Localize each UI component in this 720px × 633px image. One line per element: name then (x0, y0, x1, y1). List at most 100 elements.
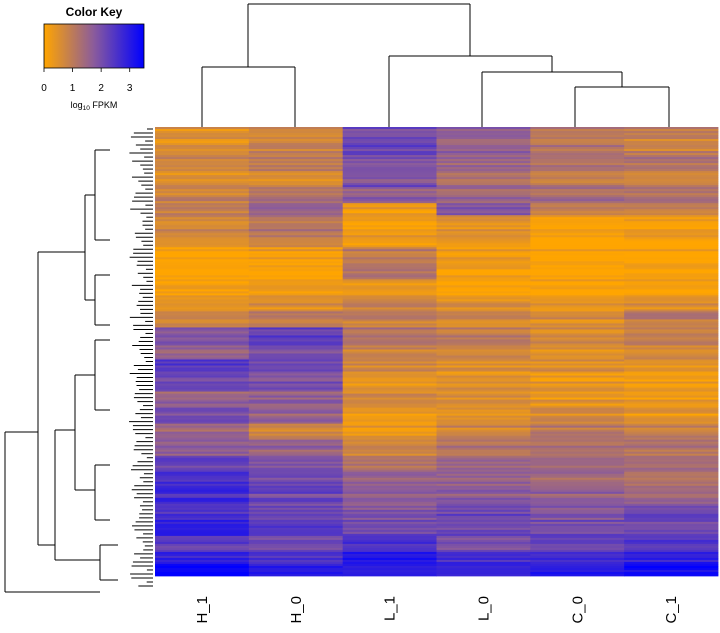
heatmap-cell (530, 551, 625, 555)
heatmap-cell (248, 453, 344, 457)
heatmap-cell (530, 349, 625, 352)
heatmap-cell (155, 317, 250, 320)
heatmap-cell (342, 237, 437, 240)
heatmap-cell (530, 287, 625, 290)
heatmap-cell (530, 475, 625, 479)
heatmap-cell (248, 231, 344, 234)
heatmap-cell (248, 459, 344, 463)
heatmap-cell (342, 351, 437, 354)
heatmap-cell (248, 267, 344, 270)
heatmap-cell (436, 381, 531, 384)
heatmap-cell (155, 499, 250, 503)
heatmap-cell (530, 421, 625, 425)
heatmap-cell (342, 521, 437, 525)
heatmap-cell (436, 163, 531, 166)
heatmap-cell (248, 277, 344, 280)
heatmap-cell (436, 147, 531, 150)
heatmap-cell (248, 293, 344, 296)
heatmap-cell (436, 283, 531, 286)
heatmap-cell (248, 301, 344, 304)
heatmap-cell (530, 321, 625, 324)
heatmap-cell (248, 263, 344, 266)
heatmap-cell (342, 531, 437, 535)
heatmap-cell (342, 161, 437, 164)
heatmap-cell (624, 429, 719, 433)
heatmap-cell (155, 237, 250, 240)
heatmap-cell (530, 257, 625, 260)
heatmap-cell (624, 137, 719, 140)
heatmap-cell (436, 277, 531, 280)
heatmap-cell (155, 177, 250, 180)
heatmap-cell (248, 435, 344, 439)
heatmap-cell (342, 451, 437, 455)
heatmap-cell (530, 443, 625, 447)
heatmap-cell (624, 361, 719, 364)
heatmap-cell (155, 559, 250, 563)
heatmap-cell (530, 463, 625, 467)
heatmap-cell (342, 459, 437, 463)
heatmap-cell (342, 363, 437, 366)
heatmap-cell (248, 325, 344, 328)
heatmap-cell (624, 525, 719, 529)
heatmap-cell (624, 291, 719, 294)
heatmap-cell (342, 345, 437, 348)
heatmap-cell (342, 411, 437, 415)
heatmap-cell (530, 201, 625, 204)
heatmap-cell (436, 539, 531, 543)
heatmap-cell (155, 573, 250, 577)
heatmap-cell (155, 347, 250, 350)
heatmap-cell (342, 185, 437, 188)
heatmap-cell (248, 527, 344, 531)
heatmap-cell (530, 301, 625, 304)
heatmap-cell (155, 373, 250, 376)
heatmap-cell (436, 335, 531, 338)
heatmap-cell (436, 415, 531, 419)
heatmap-cell (624, 557, 719, 561)
heatmap-cell (624, 513, 719, 517)
heatmap-cell (155, 359, 250, 362)
heatmap-cell (342, 565, 437, 569)
heatmap-cell (624, 505, 719, 509)
heatmap-cell (248, 391, 344, 394)
heatmap-cell (530, 299, 625, 302)
heatmap-cell (530, 423, 625, 427)
heatmap-cell (530, 271, 625, 274)
heatmap-cell (342, 227, 437, 230)
heatmap-cell (342, 537, 437, 541)
heatmap-cell (342, 503, 437, 507)
heatmap-cell (624, 263, 719, 266)
heatmap-cell (248, 495, 344, 499)
heatmap-cell (155, 333, 250, 336)
heatmap-cell (436, 339, 531, 342)
heatmap-cell (530, 449, 625, 453)
heatmap-cell (248, 499, 344, 503)
heatmap-cell (155, 467, 250, 471)
heatmap-cell (155, 481, 250, 485)
heatmap-cell (155, 487, 250, 491)
heatmap-cell (624, 235, 719, 238)
heatmap-cell (248, 365, 344, 368)
heatmap-cell (155, 393, 250, 396)
heatmap-cell (155, 297, 250, 300)
heatmap-cell (155, 285, 250, 288)
heatmap-cell (342, 251, 437, 254)
heatmap-cell (155, 533, 250, 537)
heatmap-cell (342, 145, 437, 148)
heatmap-cell (624, 297, 719, 300)
heatmap-cell (436, 177, 531, 180)
heatmap-cell (436, 321, 531, 324)
heatmap-cell (342, 305, 437, 308)
heatmap-cell (155, 241, 250, 244)
heatmap-cell (155, 247, 250, 250)
heatmap-cell (624, 207, 719, 210)
heatmap-cell (436, 313, 531, 316)
heatmap-cell (530, 261, 625, 264)
heatmap-cell (248, 493, 344, 497)
heatmap-cell (342, 231, 437, 234)
heatmap-cell (624, 139, 719, 142)
heatmap-cell (530, 153, 625, 156)
heatmap-cell (436, 191, 531, 194)
heatmap-cell (530, 241, 625, 244)
heatmap-cell (248, 323, 344, 326)
heatmap-cell (248, 221, 344, 224)
